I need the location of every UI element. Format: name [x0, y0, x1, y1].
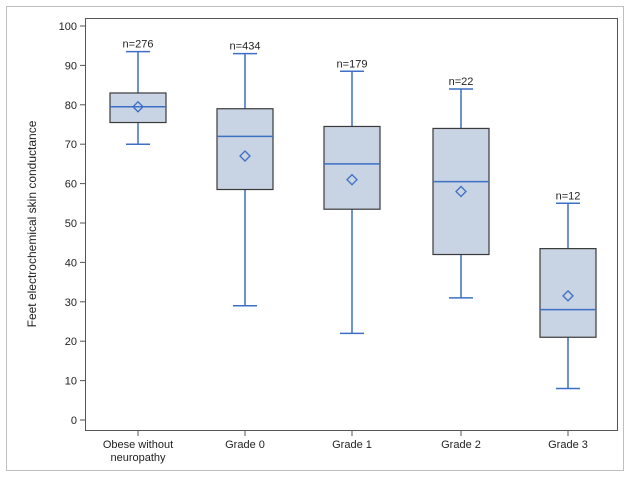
box-group: n=22 [432, 76, 490, 299]
mean-marker [562, 289, 574, 302]
y-tick-label: 80 [65, 100, 77, 112]
iqr-box [216, 108, 274, 191]
y-tick-label: 40 [65, 257, 77, 269]
box-group: n=276 [109, 39, 167, 145]
n-label: n=276 [123, 39, 154, 51]
boxes: n=276 n=434 n=179 n=22 n=12 [109, 39, 597, 390]
x-tick-label: Grade 0 [225, 439, 265, 451]
n-label: n=179 [337, 58, 368, 70]
x-tick-label-line: Grade 0 [225, 439, 265, 451]
iqr-box [539, 248, 597, 338]
x-axis: Obese without neuropathy Grade 0 Grade 1 Gra… [103, 430, 588, 464]
box-group: n=179 [323, 58, 381, 335]
box-group: n=434 [216, 41, 274, 307]
y-tick-label: 30 [65, 297, 77, 309]
x-tick-label: Grade 3 [548, 439, 588, 451]
iqr-box [323, 125, 381, 210]
iqr-box [432, 127, 490, 256]
x-tick-label-line: Grade 2 [441, 439, 481, 451]
n-label: n=12 [556, 190, 581, 202]
y-tick-label: 60 [65, 179, 77, 191]
mean-marker [132, 100, 144, 113]
mean-marker [239, 150, 251, 162]
y-tick-label: 90 [65, 60, 77, 72]
iqr-box [109, 92, 167, 124]
x-tick-label-line: neuropathy [110, 452, 166, 464]
y-tick-label: 50 [65, 218, 77, 230]
x-tick-label-line: Obese without [103, 439, 173, 451]
n-label: n=434 [230, 41, 261, 53]
y-axis: 0 10 20 30 40 50 60 70 80 90 100 [59, 21, 86, 427]
y-tick-label: 100 [59, 21, 77, 33]
y-tick-label: 20 [65, 336, 77, 348]
y-tick-label: 70 [65, 139, 77, 151]
box-group: n=12 [539, 190, 597, 390]
n-label: n=22 [449, 76, 474, 88]
x-tick-label: Grade 1 [332, 439, 372, 451]
y-tick-label: 0 [71, 415, 77, 427]
y-tick-label: 10 [65, 376, 77, 388]
mean-marker [346, 173, 358, 186]
mean-marker [455, 185, 467, 198]
x-tick-label-line: Grade 3 [548, 439, 588, 451]
x-tick-label-line: Grade 1 [332, 439, 372, 451]
x-tick-label: Obese without neuropathy [103, 439, 173, 464]
x-tick-label: Grade 2 [441, 439, 481, 451]
y-axis-label: Feet electrochemical skin conductance [25, 120, 39, 327]
